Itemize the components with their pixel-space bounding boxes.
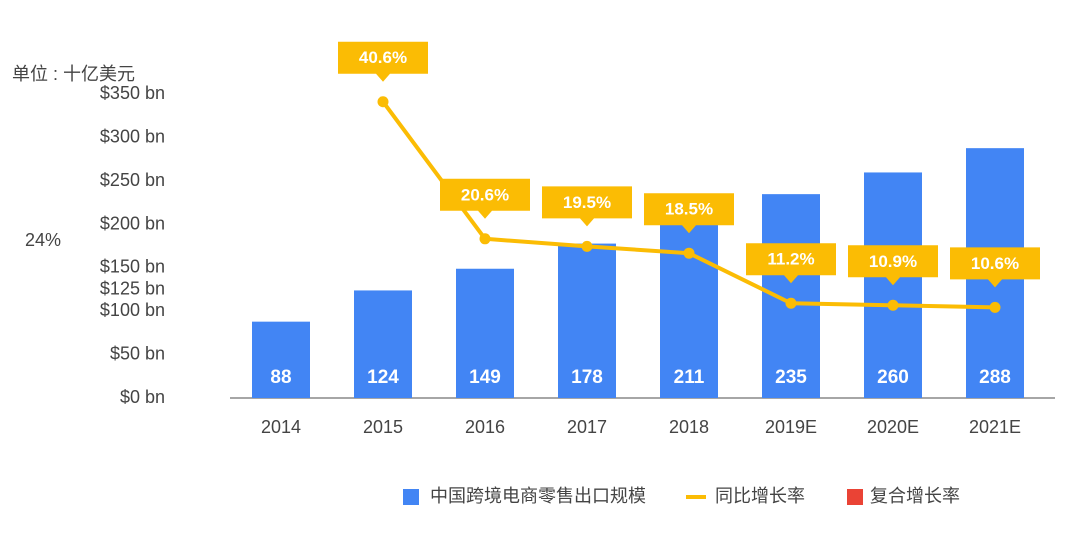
callout xyxy=(542,186,632,227)
x-tick-label: 2014 xyxy=(261,417,301,437)
x-tick-label: 2016 xyxy=(465,417,505,437)
legend-label: 复合增长率 xyxy=(870,486,960,506)
bar-value-label: 88 xyxy=(270,367,291,388)
y-tick-label: $200 bn xyxy=(100,213,165,233)
y-tick-label: $300 bn xyxy=(100,127,165,147)
legend-swatch xyxy=(847,489,863,505)
bar xyxy=(558,243,616,398)
line-value-label: 18.5% xyxy=(665,200,713,219)
line-point xyxy=(887,299,899,311)
callout xyxy=(746,243,836,284)
bar-value-label: 211 xyxy=(674,367,705,388)
bar-value-label: 235 xyxy=(775,367,807,388)
y-tick-label: $350 bn xyxy=(100,83,165,103)
callout xyxy=(440,178,530,219)
legend-label: 同比增长率 xyxy=(715,486,805,506)
bar xyxy=(456,268,514,398)
callout xyxy=(644,193,734,234)
line-point xyxy=(479,233,491,245)
bar-value-label: 149 xyxy=(469,367,501,388)
y-tick-label: $50 bn xyxy=(110,343,165,363)
line-value-label: 10.9% xyxy=(869,252,917,271)
line-point xyxy=(581,240,593,252)
line-value-label: 10.6% xyxy=(971,254,1019,273)
line-point xyxy=(377,96,389,108)
y-tick-label: $250 bn xyxy=(100,170,165,190)
line-value-label: 11.2% xyxy=(767,250,814,269)
x-tick-label: 2019E xyxy=(765,417,817,437)
callout xyxy=(848,245,938,286)
x-tick-label: 2021E xyxy=(969,417,1021,437)
callout xyxy=(950,247,1040,288)
legend-swatch xyxy=(403,489,419,505)
y-tick-label: $100 bn xyxy=(100,300,165,320)
y-tick-label: $125 bn xyxy=(100,278,165,298)
legend-label: 中国跨境电商零售出口规模 xyxy=(430,486,646,506)
line-point xyxy=(785,297,797,309)
bar xyxy=(660,214,718,398)
line-value-label: 19.5% xyxy=(563,193,611,212)
x-tick-label: 2015 xyxy=(363,417,403,437)
line-point xyxy=(683,247,695,259)
x-tick-label: 2018 xyxy=(669,417,709,437)
bar-value-label: 178 xyxy=(571,367,603,388)
line-value-label: 40.6% xyxy=(359,48,407,67)
cagr-label: 24% xyxy=(25,230,61,250)
line-point xyxy=(989,301,1001,313)
bar-value-label: 124 xyxy=(367,367,399,388)
bar xyxy=(252,321,310,398)
callout xyxy=(338,41,428,82)
bar-value-label: 260 xyxy=(877,367,909,388)
y-tick-label: $150 bn xyxy=(100,257,165,277)
y-unit-label: 单位 : 十亿美元 xyxy=(12,64,135,84)
bar-value-label: 288 xyxy=(979,367,1011,388)
y-tick-label: $0 bn xyxy=(120,387,165,407)
bar xyxy=(762,194,820,398)
line-value-label: 20.6% xyxy=(461,185,509,204)
bar xyxy=(354,290,412,398)
x-tick-label: 2020E xyxy=(867,417,919,437)
x-tick-label: 2017 xyxy=(567,417,607,437)
